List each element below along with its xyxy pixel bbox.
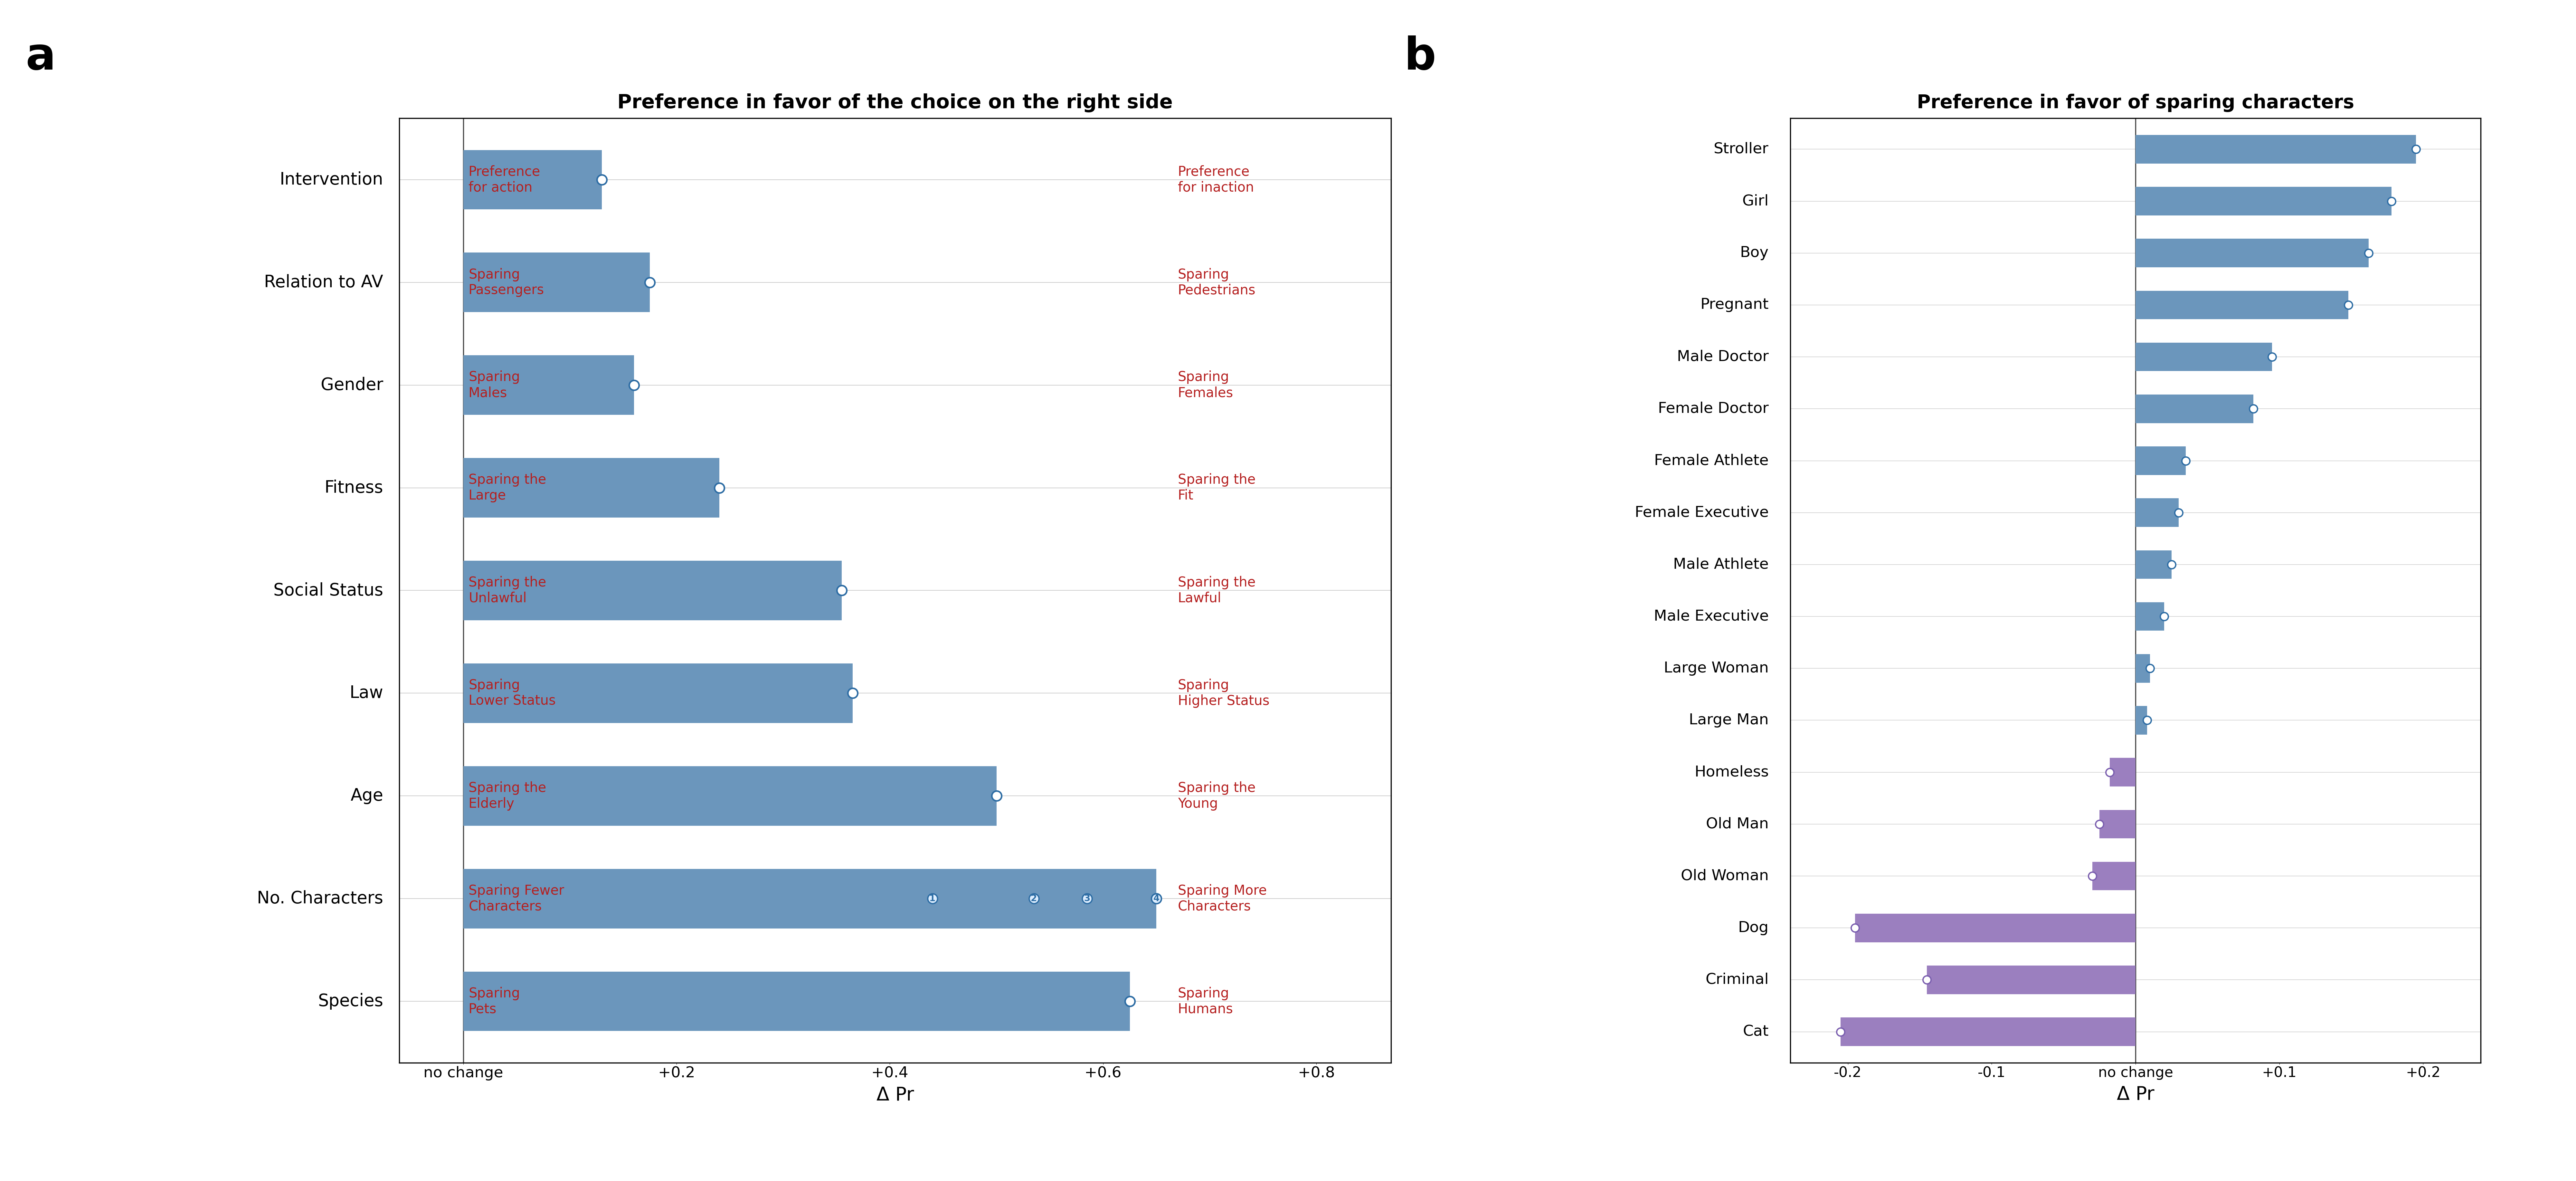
Bar	[2136, 342, 2272, 371]
Text: Sparing the
Elderly: Sparing the Elderly	[469, 782, 546, 810]
Title: Preference in favor of sparing characters: Preference in favor of sparing character…	[1917, 93, 2354, 112]
Text: Sparing the
Unlawful: Sparing the Unlawful	[469, 576, 546, 605]
Text: Dog: Dog	[1739, 921, 1770, 935]
Bar	[2136, 239, 2367, 267]
Text: Boy: Boy	[1739, 246, 1770, 260]
Text: Old Man: Old Man	[1705, 817, 1770, 831]
Bar	[1927, 966, 2136, 994]
Bar	[2099, 810, 2136, 839]
Bar	[464, 253, 649, 312]
Bar	[2136, 550, 2172, 579]
Text: Sparing
Higher Status: Sparing Higher Status	[1177, 679, 1270, 707]
Text: Law: Law	[350, 685, 384, 702]
Text: Male Athlete: Male Athlete	[1674, 557, 1770, 572]
Text: Sparing
Pets: Sparing Pets	[469, 986, 520, 1016]
Text: Sparing
Females: Sparing Females	[1177, 371, 1234, 399]
Text: a: a	[26, 35, 57, 79]
Bar	[464, 561, 842, 620]
Text: Sparing the
Fit: Sparing the Fit	[1177, 474, 1255, 502]
Text: Social Status: Social Status	[273, 582, 384, 599]
Bar	[2092, 862, 2136, 890]
Text: Sparing More
Characters: Sparing More Characters	[1177, 885, 1267, 913]
Bar	[2136, 602, 2164, 631]
X-axis label: Δ Pr: Δ Pr	[2117, 1085, 2154, 1103]
Text: Homeless: Homeless	[1695, 765, 1770, 779]
Text: Male Executive: Male Executive	[1654, 609, 1770, 624]
Text: Relation to AV: Relation to AV	[265, 274, 384, 291]
Text: Female Executive: Female Executive	[1636, 505, 1770, 520]
Text: Girl: Girl	[1741, 194, 1770, 208]
Text: Old Woman: Old Woman	[1680, 869, 1770, 883]
Bar	[2136, 446, 2187, 475]
Text: Criminal: Criminal	[1705, 973, 1770, 987]
Bar	[464, 766, 997, 826]
Bar	[2136, 135, 2416, 163]
Text: Sparing
Humans: Sparing Humans	[1177, 986, 1234, 1016]
Bar	[464, 664, 853, 723]
Text: Sparing the
Lawful: Sparing the Lawful	[1177, 576, 1255, 605]
Text: Pregnant: Pregnant	[1700, 298, 1770, 312]
Text: Preference
for inaction: Preference for inaction	[1177, 165, 1255, 195]
Bar	[1842, 1018, 2136, 1046]
Bar	[2136, 654, 2151, 683]
Text: Sparing the
Young: Sparing the Young	[1177, 782, 1255, 810]
Text: 4: 4	[1154, 894, 1159, 903]
Text: b: b	[1404, 35, 1435, 79]
Bar	[464, 355, 634, 415]
Text: Female Doctor: Female Doctor	[1659, 402, 1770, 416]
Text: Stroller: Stroller	[1713, 142, 1770, 157]
Bar	[464, 458, 719, 517]
Text: Male Doctor: Male Doctor	[1677, 350, 1770, 364]
Text: Sparing
Lower Status: Sparing Lower Status	[469, 679, 556, 707]
Bar	[2136, 187, 2391, 215]
Bar	[2136, 291, 2349, 319]
Text: Large Woman: Large Woman	[1664, 661, 1770, 676]
Text: Species: Species	[317, 993, 384, 1010]
Text: Fitness: Fitness	[325, 479, 384, 496]
Text: Age: Age	[350, 788, 384, 804]
Text: Sparing
Males: Sparing Males	[469, 371, 520, 399]
Text: Female Athlete: Female Athlete	[1654, 454, 1770, 468]
Text: Large Man: Large Man	[1690, 713, 1770, 727]
X-axis label: Δ Pr: Δ Pr	[876, 1085, 914, 1104]
Text: 2: 2	[1030, 894, 1038, 903]
Bar	[2136, 498, 2179, 527]
Bar	[464, 972, 1131, 1031]
Text: Gender: Gender	[322, 377, 384, 393]
Text: Preference
for action: Preference for action	[469, 165, 541, 195]
Title: Preference in favor of the choice on the right side: Preference in favor of the choice on the…	[618, 93, 1172, 112]
Text: Sparing
Pedestrians: Sparing Pedestrians	[1177, 268, 1255, 296]
Text: 1: 1	[930, 894, 935, 903]
Text: Intervention: Intervention	[281, 171, 384, 188]
Text: No. Characters: No. Characters	[258, 890, 384, 907]
Text: Cat: Cat	[1744, 1024, 1770, 1039]
Bar	[2136, 706, 2146, 735]
Bar	[2136, 394, 2254, 423]
Bar	[464, 869, 1157, 928]
Text: 3: 3	[1084, 894, 1090, 903]
Bar	[464, 150, 603, 209]
Text: Sparing
Passengers: Sparing Passengers	[469, 268, 544, 296]
Text: Sparing the
Large: Sparing the Large	[469, 474, 546, 502]
Text: Sparing Fewer
Characters: Sparing Fewer Characters	[469, 885, 564, 913]
Bar	[2110, 758, 2136, 787]
Bar	[1855, 914, 2136, 942]
